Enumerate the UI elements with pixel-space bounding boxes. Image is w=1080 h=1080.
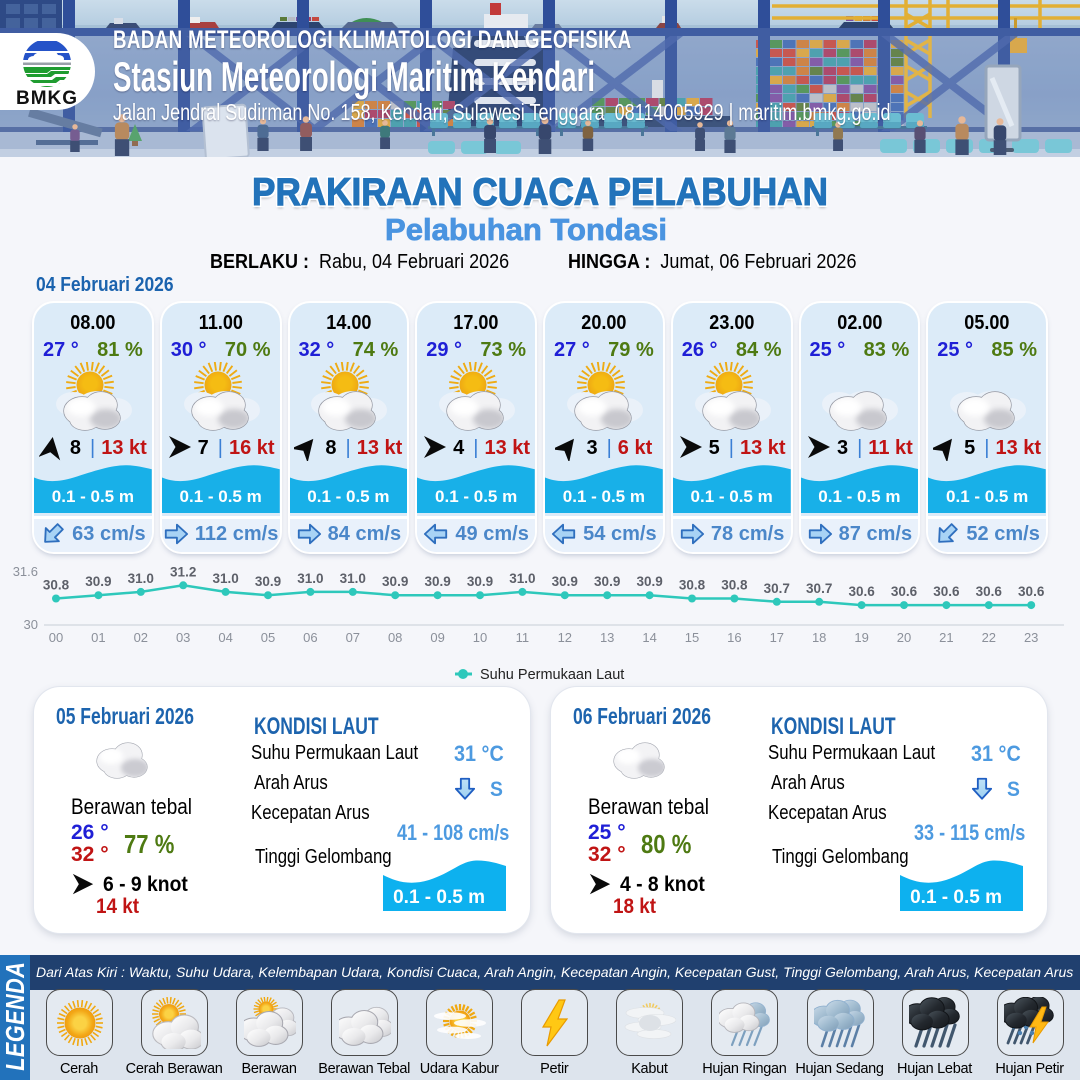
svg-text:05: 05 xyxy=(261,630,275,645)
svg-text:15: 15 xyxy=(685,630,699,645)
svg-text:03: 03 xyxy=(176,630,190,645)
svg-text:02: 02 xyxy=(134,630,148,645)
svg-text:31.0: 31.0 xyxy=(128,571,154,586)
svg-text:30.9: 30.9 xyxy=(85,574,111,589)
svg-text:12: 12 xyxy=(558,630,572,645)
svg-text:31.0: 31.0 xyxy=(509,571,535,586)
svg-text:10: 10 xyxy=(473,630,487,645)
svg-text:11: 11 xyxy=(516,630,530,645)
svg-text:16: 16 xyxy=(727,630,741,645)
svg-text:31.0: 31.0 xyxy=(340,571,366,586)
svg-text:30.7: 30.7 xyxy=(806,581,832,596)
svg-text:19: 19 xyxy=(854,630,868,645)
svg-text:17: 17 xyxy=(770,630,784,645)
svg-text:30: 30 xyxy=(24,617,38,632)
svg-text:21: 21 xyxy=(939,630,953,645)
svg-text:09: 09 xyxy=(430,630,444,645)
svg-text:14: 14 xyxy=(642,630,656,645)
svg-text:31.2: 31.2 xyxy=(170,564,196,579)
svg-text:30.6: 30.6 xyxy=(891,584,918,599)
svg-text:01: 01 xyxy=(91,630,105,645)
svg-text:04: 04 xyxy=(218,630,232,645)
svg-text:31.0: 31.0 xyxy=(297,571,323,586)
svg-text:BMKG: BMKG xyxy=(16,88,78,109)
svg-text:06: 06 xyxy=(303,630,317,645)
svg-text:30.6: 30.6 xyxy=(848,584,875,599)
svg-text:08: 08 xyxy=(388,630,402,645)
svg-text:30.9: 30.9 xyxy=(424,574,450,589)
svg-text:31.6: 31.6 xyxy=(13,564,38,579)
svg-text:30.6: 30.6 xyxy=(976,584,1003,599)
svg-text:30.9: 30.9 xyxy=(255,574,281,589)
svg-text:30.6: 30.6 xyxy=(933,584,960,599)
svg-text:30.9: 30.9 xyxy=(382,574,408,589)
svg-text:30.6: 30.6 xyxy=(1018,584,1045,599)
svg-text:30.9: 30.9 xyxy=(552,574,578,589)
svg-text:30.8: 30.8 xyxy=(721,578,748,593)
svg-text:30.8: 30.8 xyxy=(43,578,70,593)
svg-text:07: 07 xyxy=(346,630,360,645)
svg-text:30.7: 30.7 xyxy=(764,581,790,596)
svg-text:Suhu Permukaan Laut: Suhu Permukaan Laut xyxy=(480,667,624,683)
svg-text:22: 22 xyxy=(982,630,996,645)
svg-text:13: 13 xyxy=(600,630,614,645)
svg-text:20: 20 xyxy=(897,630,911,645)
svg-text:23: 23 xyxy=(1024,630,1038,645)
svg-text:30.9: 30.9 xyxy=(594,574,620,589)
svg-text:00: 00 xyxy=(49,630,63,645)
svg-text:18: 18 xyxy=(812,630,826,645)
svg-text:30.8: 30.8 xyxy=(679,578,706,593)
svg-text:31.0: 31.0 xyxy=(212,571,238,586)
svg-text:30.9: 30.9 xyxy=(636,574,662,589)
svg-text:30.9: 30.9 xyxy=(467,574,493,589)
